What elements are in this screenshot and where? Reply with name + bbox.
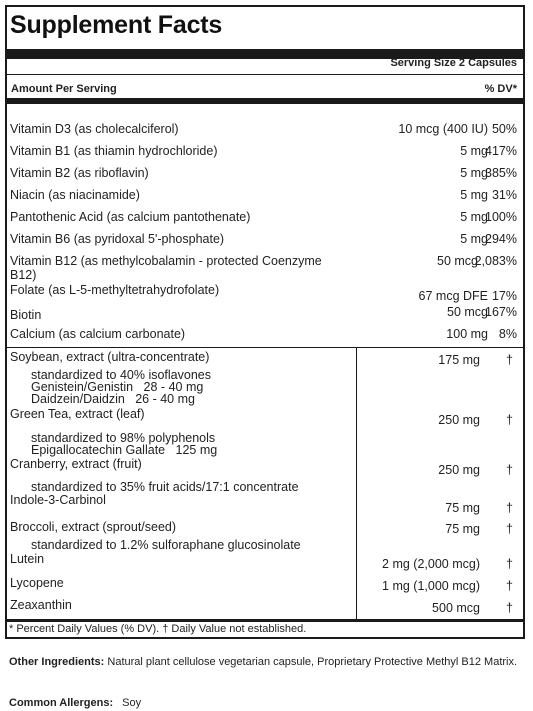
nutrient-amount: 5 mg xyxy=(460,210,488,224)
thick-divider xyxy=(7,49,523,59)
subnote-block: standardized to 40% isoflavones Genistei… xyxy=(10,368,211,406)
ingredient-name: Soybean, extract (ultra-concentrate) xyxy=(10,350,210,364)
ingredient-name: Cranberry, extract (fruit) xyxy=(10,457,142,471)
ingredient-name: Indole-3-Carbinol xyxy=(10,493,106,507)
ingredient-amount: 250 mg xyxy=(438,463,480,477)
nutrient-amount: 5 mg xyxy=(460,188,488,202)
amount-header: Amount Per Serving xyxy=(11,83,117,95)
nutrient-dv: 417% xyxy=(485,144,517,158)
nutrient-name: Calcium (as calcium carbonate) xyxy=(10,327,186,341)
subnote: Epigallocatechin Gallate 125 mg xyxy=(31,443,218,457)
nutrient-dv: 100% xyxy=(485,210,517,224)
column-divider xyxy=(356,348,357,621)
dagger: † xyxy=(506,579,513,593)
ingredient-name: Lycopene xyxy=(10,576,64,590)
section-divider xyxy=(7,347,523,348)
thick-divider xyxy=(7,98,523,104)
subnote: standardized to 40% isoflavones xyxy=(31,368,211,382)
serving-size: Serving Size 2 Capsules xyxy=(390,57,517,69)
subnote: standardized to 98% polyphenols xyxy=(31,431,216,445)
other-ingredients-text: Natural plant cellulose vegetarian capsu… xyxy=(107,656,518,668)
subnote-block: standardized to 1.2% sulforaphane glucos… xyxy=(10,538,301,552)
other-ingredients: Other Ingredients: Natural plant cellulo… xyxy=(9,654,524,671)
subnote: Daidzein/Daidzin 26 - 40 mg xyxy=(31,392,195,406)
nutrient-name: Vitamin D3 (as cholecalciferol) xyxy=(10,122,179,136)
nutrient-dv: 17% xyxy=(491,289,517,303)
common-allergens: Common Allergens: Soy xyxy=(9,697,141,709)
ingredient-amount: 250 mg xyxy=(438,413,480,427)
nutrient-name: Niacin (as niacinamide) xyxy=(10,188,140,202)
subnote-block: standardized to 98% polyphenols Epigallo… xyxy=(10,431,218,457)
panel-title: Supplement Facts xyxy=(10,11,223,39)
nutrient-dv: 385% xyxy=(485,166,517,180)
nutrient-dv: 2,083% xyxy=(474,254,517,268)
footnote: * Percent Daily Values (% DV). † Daily V… xyxy=(9,623,307,635)
subnote: standardized to 1.2% sulforaphane glucos… xyxy=(31,538,301,552)
ingredient-amount: 175 mg xyxy=(438,353,480,367)
ingredient-amount: 75 mg xyxy=(445,501,480,515)
dagger: † xyxy=(506,463,513,477)
nutrient-dv: 31% xyxy=(491,188,517,202)
nutrient-amount: 5 mg xyxy=(460,144,488,158)
nutrient-name: Vitamin B1 (as thiamin hydrochloride) xyxy=(10,144,218,158)
nutrient-name: Pantothenic Acid (as calcium pantothenat… xyxy=(10,210,251,224)
nutrient-amount: 5 mg xyxy=(460,232,488,246)
nutrient-amount: 67 mcg DFE xyxy=(418,289,488,303)
subnote: standardized to 35% fruit acids/17:1 con… xyxy=(31,480,299,494)
ingredient-name: Green Tea, extract (leaf) xyxy=(10,407,145,421)
ingredient-name: Broccoli, extract (sprout/seed) xyxy=(10,520,177,534)
nutrient-amount: 5 mg xyxy=(460,166,488,180)
dagger: † xyxy=(506,557,513,571)
ingredient-amount: 75 mg xyxy=(445,522,480,536)
nutrient-amount: 50 mcg xyxy=(437,254,478,268)
subnote: Genistein/Genistin 28 - 40 mg xyxy=(31,380,204,394)
other-ingredients-label: Other Ingredients: xyxy=(9,656,105,668)
nutrient-name: Vitamin B12 (as methylcobalamin - protec… xyxy=(10,254,322,282)
ingredient-name: Lutein xyxy=(10,552,45,566)
nutrient-dv: 167% xyxy=(485,305,517,319)
ingredient-amount: 1 mg (1,000 mcg) xyxy=(382,579,480,593)
nutrient-name: Folate (as L-5-methyltetrahydrofolate) xyxy=(10,283,220,297)
nutrient-dv: 8% xyxy=(498,327,517,341)
dagger: † xyxy=(506,353,513,367)
nutrient-dv: 294% xyxy=(485,232,517,246)
ingredient-amount: 500 mcg xyxy=(432,601,480,615)
thick-divider xyxy=(7,619,523,622)
subnote-block: standardized to 35% fruit acids/17:1 con… xyxy=(10,480,299,494)
dagger: † xyxy=(506,413,513,427)
nutrient-dv: 50% xyxy=(491,122,517,136)
nutrient-amount: 100 mg xyxy=(446,327,488,341)
dagger: † xyxy=(506,522,513,536)
nutrient-name: Biotin xyxy=(10,308,42,322)
dagger: † xyxy=(506,601,513,615)
thin-divider xyxy=(7,74,523,75)
nutrient-amount: 10 mcg (400 IU) xyxy=(398,122,488,136)
dv-header: % DV* xyxy=(484,83,517,95)
dagger: † xyxy=(506,501,513,515)
ingredient-name: Zeaxanthin xyxy=(10,598,72,612)
allergens-text: Soy xyxy=(122,697,142,709)
nutrient-amount: 50 mcg xyxy=(447,305,488,319)
nutrient-name: Vitamin B2 (as riboflavin) xyxy=(10,166,149,180)
ingredient-amount: 2 mg (2,000 mcg) xyxy=(382,557,480,571)
nutrient-name: Vitamin B6 (as pyridoxal 5'-phosphate) xyxy=(10,232,225,246)
supplement-facts-panel: Supplement Facts Serving Size 2 Capsules… xyxy=(5,5,525,639)
allergens-label: Common Allergens: xyxy=(9,697,114,709)
